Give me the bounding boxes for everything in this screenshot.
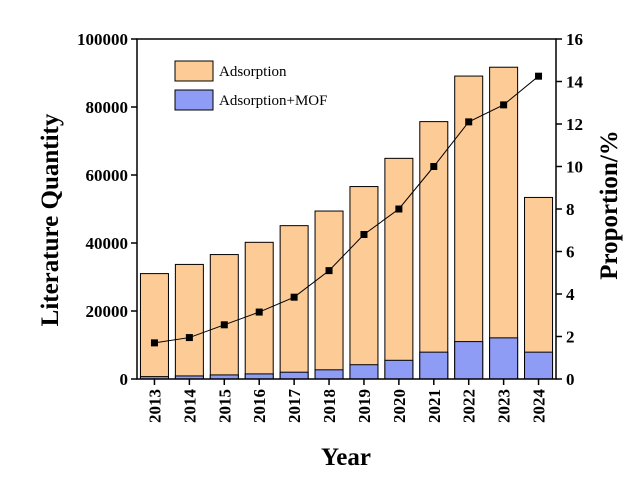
left-tick-label: 0 bbox=[120, 370, 129, 389]
proportion-point bbox=[395, 205, 403, 213]
bar-adsorption bbox=[489, 66, 519, 380]
x-tick-label: 2023 bbox=[495, 389, 514, 423]
x-tick-label: 2022 bbox=[460, 389, 479, 423]
proportion-point bbox=[325, 267, 333, 275]
bar-adsorption bbox=[174, 263, 204, 380]
legend-label-adsorption-mof: Adsorption+MOF bbox=[219, 93, 327, 109]
bar-adsorption bbox=[349, 186, 379, 380]
bar-adsorption bbox=[454, 75, 484, 380]
bar-adsorption bbox=[314, 210, 344, 380]
proportion-line bbox=[150, 72, 543, 347]
bar-adsorption-mof bbox=[384, 359, 414, 380]
right-tick-label: 14 bbox=[566, 73, 584, 92]
bar-adsorption bbox=[279, 225, 309, 380]
legend-label-adsorption: Adsorption bbox=[219, 64, 287, 80]
bar-adsorption-mof bbox=[419, 351, 449, 380]
proportion-point bbox=[535, 72, 543, 80]
bar-adsorption bbox=[419, 121, 449, 380]
bar-adsorption bbox=[139, 273, 169, 380]
bar-adsorption-mof bbox=[349, 364, 379, 380]
proportion-point bbox=[255, 308, 263, 316]
left-tick-label: 100000 bbox=[77, 30, 128, 49]
x-tick-label: 2017 bbox=[285, 389, 304, 424]
right-tick-label: 4 bbox=[566, 285, 575, 304]
proportion-point bbox=[150, 339, 158, 347]
proportion-point bbox=[430, 163, 438, 170]
proportion-point bbox=[185, 334, 193, 342]
y2-axis-title: Proportion/% bbox=[596, 130, 623, 280]
bar-adsorption-mof bbox=[454, 341, 484, 380]
right-tick-label: 0 bbox=[566, 370, 575, 389]
proportion-point bbox=[360, 231, 368, 238]
right-tick-label: 2 bbox=[566, 328, 575, 347]
left-tick-label: 60000 bbox=[86, 166, 129, 185]
proportion-polyline bbox=[154, 75, 539, 344]
bar-adsorption bbox=[384, 157, 414, 380]
x-tick-label: 2016 bbox=[250, 389, 269, 423]
bar-adsorption bbox=[524, 196, 554, 380]
bar-adsorption-mof bbox=[244, 373, 274, 380]
right-tick-label: 12 bbox=[566, 115, 583, 134]
right-axis: 0 2 4 6 8 10 12 14 16 bbox=[556, 30, 584, 389]
x-axis: 2013 2014 2015 2016 2017 2018 2019 2020 2021 2022… bbox=[145, 379, 549, 424]
x-tick-label: 2015 bbox=[215, 389, 234, 423]
proportion-point bbox=[220, 321, 228, 329]
x-tick-label: 2018 bbox=[320, 389, 339, 423]
bars-adsorption bbox=[139, 66, 554, 380]
x-tick-label: 2021 bbox=[425, 389, 444, 423]
bar-adsorption-mof bbox=[279, 371, 309, 380]
right-tick-label: 16 bbox=[566, 30, 583, 49]
x-axis-title: Year bbox=[321, 444, 371, 471]
proportion-point bbox=[465, 118, 473, 126]
x-tick-label: 2024 bbox=[530, 389, 549, 424]
legend-swatch-adsorption bbox=[174, 60, 214, 82]
legend: Adsorption Adsorption+MOF bbox=[174, 60, 327, 111]
right-tick-label: 8 bbox=[566, 200, 575, 219]
right-tick-label: 6 bbox=[566, 243, 575, 262]
bar-adsorption-mof bbox=[524, 351, 554, 380]
legend-swatch-adsorption-mof bbox=[174, 89, 214, 111]
x-tick-label: 2014 bbox=[180, 389, 199, 424]
left-tick-label: 20000 bbox=[86, 302, 129, 321]
proportion-point bbox=[500, 101, 508, 109]
bar-adsorption-mof bbox=[489, 337, 519, 380]
bar-adsorption-mof bbox=[314, 369, 344, 380]
left-axis: 0 20000 40000 60000 80000 100000 bbox=[77, 30, 137, 389]
x-tick-label: 2019 bbox=[355, 389, 374, 423]
right-tick-label: 10 bbox=[566, 158, 583, 177]
left-tick-label: 40000 bbox=[86, 234, 129, 253]
y-axis-title: Literature Quantity bbox=[37, 113, 64, 326]
x-tick-label: 2020 bbox=[390, 389, 409, 423]
left-tick-label: 80000 bbox=[86, 98, 129, 117]
proportion-point bbox=[290, 293, 298, 301]
x-tick-label: 2013 bbox=[145, 389, 164, 423]
bar-adsorption bbox=[209, 254, 239, 380]
